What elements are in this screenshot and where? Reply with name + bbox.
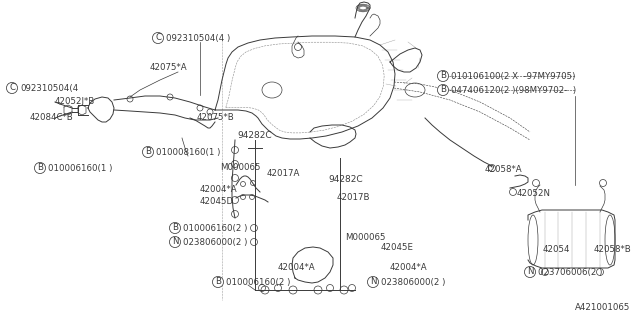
Text: 42004*A: 42004*A — [200, 186, 237, 195]
Text: M000065: M000065 — [345, 234, 385, 243]
Text: 42075*A: 42075*A — [150, 63, 188, 73]
Text: 42004*A: 42004*A — [278, 262, 316, 271]
Text: 42084C*B: 42084C*B — [30, 114, 74, 123]
Text: 010008160(1 ): 010008160(1 ) — [156, 148, 220, 156]
Text: B: B — [172, 223, 178, 233]
Text: 047406120(2 )(98MY9702-  ): 047406120(2 )(98MY9702- ) — [451, 85, 576, 94]
Text: M000065: M000065 — [220, 164, 260, 172]
Text: N: N — [370, 277, 376, 286]
Text: 42017B: 42017B — [337, 194, 371, 203]
Text: N: N — [527, 268, 533, 276]
Text: B: B — [145, 148, 151, 156]
Text: 023706006(2 ): 023706006(2 ) — [538, 268, 602, 276]
Text: A421001065: A421001065 — [575, 303, 630, 312]
Text: 42045D: 42045D — [200, 197, 234, 206]
Text: 42054: 42054 — [543, 245, 570, 254]
Text: 010006160(2 ): 010006160(2 ) — [226, 277, 291, 286]
Text: 010006160(2 ): 010006160(2 ) — [183, 223, 248, 233]
Text: 42058*B: 42058*B — [594, 245, 632, 254]
Text: 42017A: 42017A — [267, 169, 300, 178]
Text: C: C — [9, 84, 15, 92]
Text: 94282C: 94282C — [328, 175, 363, 185]
Text: B: B — [440, 85, 446, 94]
Text: 94282C: 94282C — [237, 131, 271, 140]
Text: 092310504(4 ): 092310504(4 ) — [166, 34, 230, 43]
Text: B: B — [440, 71, 446, 81]
Text: 023806000(2 ): 023806000(2 ) — [381, 277, 445, 286]
Text: 42004*A: 42004*A — [390, 262, 428, 271]
Text: B: B — [37, 164, 43, 172]
Text: 092310504(4: 092310504(4 — [20, 84, 78, 92]
Text: 010106100(2 X  -97MY9705): 010106100(2 X -97MY9705) — [451, 71, 575, 81]
Text: 023806000(2 ): 023806000(2 ) — [183, 237, 248, 246]
Text: 42052J*B: 42052J*B — [55, 98, 95, 107]
Text: N: N — [172, 237, 179, 246]
Text: 42045E: 42045E — [381, 244, 414, 252]
Text: B: B — [215, 277, 221, 286]
Text: 010006160(1 ): 010006160(1 ) — [48, 164, 113, 172]
Text: 42052N: 42052N — [517, 188, 551, 197]
Text: C: C — [155, 34, 161, 43]
Text: 42058*A: 42058*A — [485, 165, 523, 174]
Text: 42075*B: 42075*B — [197, 114, 235, 123]
